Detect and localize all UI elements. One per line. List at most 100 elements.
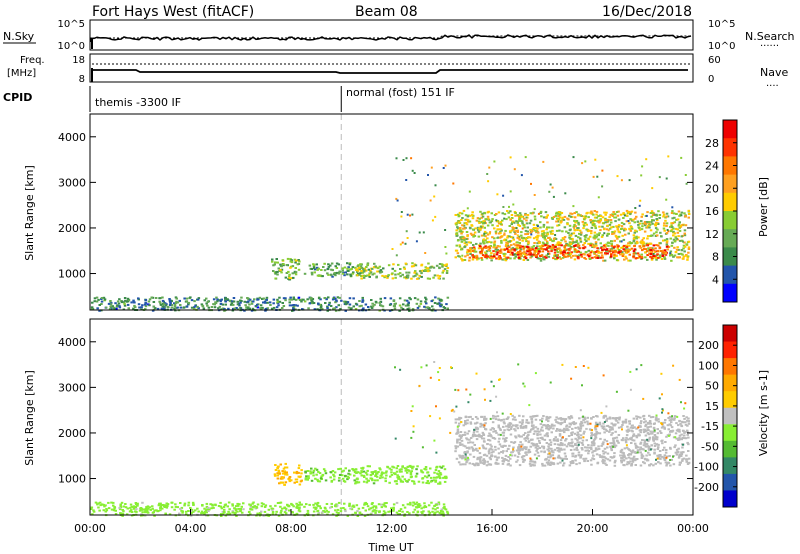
colorbar-segment <box>723 391 737 409</box>
scatter-region-2 <box>354 262 450 280</box>
power-heatmap <box>90 114 691 312</box>
freq-tick-bottom: 8 <box>79 74 85 85</box>
nsky-tick-right-top: 10^5 <box>708 19 735 30</box>
colorbar-segment <box>723 211 737 230</box>
ytick-label: 2000 <box>58 427 86 440</box>
colorbar-segment <box>723 374 737 392</box>
cpid-mode-1: themis -3300 IF <box>95 96 181 109</box>
station-title: Fort Hays West (fitACF) <box>92 4 254 20</box>
colorbar-segment <box>723 229 737 248</box>
freq-tick-right-top: 60 <box>708 55 721 66</box>
colorbar-segment <box>723 156 737 176</box>
xtick-label: 20:00 <box>577 522 609 535</box>
colorbar-tick-label: 12 <box>705 228 719 241</box>
power-panel: Slant Range [km] 4000 3000 2000 1000 28 24 20… <box>23 113 770 312</box>
colorbar-segment <box>723 325 737 343</box>
nsearch-label: N.Search <box>745 30 795 43</box>
velocity-colorbar: 200 100 50 15 -15 -50 -100 -200 <box>694 324 738 508</box>
colorbar-segment <box>723 490 737 508</box>
colorbar-segment <box>723 473 737 491</box>
nave-label: Nave <box>760 66 788 79</box>
colorbar-segment <box>723 120 737 139</box>
nsky-tick-right-bottom: 10^0 <box>708 41 735 52</box>
date-title: 16/Dec/2018 <box>602 4 692 20</box>
colorbar-tick-label: 100 <box>698 359 719 372</box>
cpid-panel: CPID themis -3300 IF normal (fost) 151 I… <box>3 86 455 112</box>
colorbar-tick-label: -100 <box>694 461 719 474</box>
beam-title: Beam 08 <box>355 4 418 20</box>
nsearch-legend: ...... <box>760 38 779 49</box>
ytick-label: 3000 <box>58 176 86 189</box>
power-yticks: 4000 3000 2000 1000 <box>58 131 693 281</box>
colorbar-tick-label: -50 <box>701 440 719 453</box>
scatter-region-1 <box>303 262 355 278</box>
scatter-region-0 <box>271 257 301 281</box>
colorbar-tick-label: 8 <box>712 251 719 264</box>
nsky-trace <box>90 34 692 49</box>
scatter-region-2 <box>354 464 448 485</box>
velocity-colorbar-label: Velocity [m s-1] <box>757 370 770 456</box>
xtick-label: 08:00 <box>275 522 307 535</box>
nsky-line <box>90 34 692 42</box>
nsky-tick-bottom: 10^0 <box>58 41 85 52</box>
nave-legend: .... <box>766 78 779 89</box>
colorbar-segment <box>723 358 737 376</box>
freq-trace <box>91 63 692 82</box>
colorbar-tick-label: 15 <box>705 400 719 413</box>
colorbar-segment <box>723 407 737 425</box>
colorbar-segment <box>723 265 737 285</box>
freq-panel: Freq. [MHz] 18 8 60 0 Nave .... <box>7 53 788 89</box>
cpid-label: CPID <box>3 91 32 104</box>
colorbar-segment <box>723 192 737 212</box>
nsky-panel: N.Sky 10^5 10^0 10^5 10^0 N.Search .....… <box>3 19 795 52</box>
colorbar-tick-label: 200 <box>698 339 719 352</box>
ytick-label: 2000 <box>58 222 86 235</box>
freq-unit: [MHz] <box>7 68 36 79</box>
ytick-label: 1000 <box>58 473 86 486</box>
colorbar-tick-label: 24 <box>705 160 719 173</box>
freq-label: Freq. <box>20 55 45 66</box>
colorbar-tick-label: -200 <box>694 481 719 494</box>
velocity-ylabel: Slant Range [km] <box>23 370 36 466</box>
colorbar-segment <box>723 424 737 442</box>
velocity-heatmap <box>90 319 691 517</box>
ytick-label: 1000 <box>58 268 86 281</box>
power-colorbar-label: Power [dB] <box>757 177 770 237</box>
sparse-scatter <box>394 361 687 462</box>
ytick-label: 4000 <box>58 131 86 144</box>
freq-line <box>92 69 688 74</box>
xtick-label: 00:00 <box>74 522 106 535</box>
colorbar-tick-label: 28 <box>705 137 719 150</box>
xtick-label: 16:00 <box>476 522 508 535</box>
colorbar-tick-label: 4 <box>712 273 719 286</box>
cpid-mode-2: normal (fost) 151 IF <box>346 86 455 99</box>
sparse-scatter <box>391 155 688 258</box>
scatter-region-3 <box>454 414 691 467</box>
xtick-label: 04:00 <box>175 522 207 535</box>
freq-tick-top: 18 <box>72 55 85 66</box>
colorbar-segment <box>723 457 737 475</box>
scatter-region-5 <box>90 296 450 312</box>
freq-tick-right-bottom: 0 <box>708 74 714 85</box>
colorbar-segment <box>723 341 737 359</box>
velocity-xticks: 00:00 04:00 08:00 12:00 16:00 20:00 00:00 <box>74 509 709 535</box>
colorbar-segment <box>723 174 737 194</box>
colorbar-tick-label: 50 <box>705 380 719 393</box>
colorbar-tick-label: 20 <box>705 182 719 195</box>
velocity-yticks: 4000 3000 2000 1000 <box>58 336 693 486</box>
velocity-xlabel: Time UT <box>367 541 413 554</box>
colorbar-segment <box>723 283 737 303</box>
power-colorbar: 28 24 20 16 12 8 4 <box>705 119 738 303</box>
nsky-label: N.Sky <box>3 30 35 43</box>
nsky-tick-top: 10^5 <box>58 19 85 30</box>
xtick-label: 00:00 <box>677 522 709 535</box>
scatter-region-4 <box>467 244 670 260</box>
nsearch-line <box>90 35 691 40</box>
scatter-region-3 <box>454 209 691 262</box>
colorbar-segment <box>723 440 737 458</box>
scatter-region-1 <box>304 467 357 483</box>
scatter-region-0 <box>273 462 303 486</box>
ytick-label: 3000 <box>58 381 86 394</box>
